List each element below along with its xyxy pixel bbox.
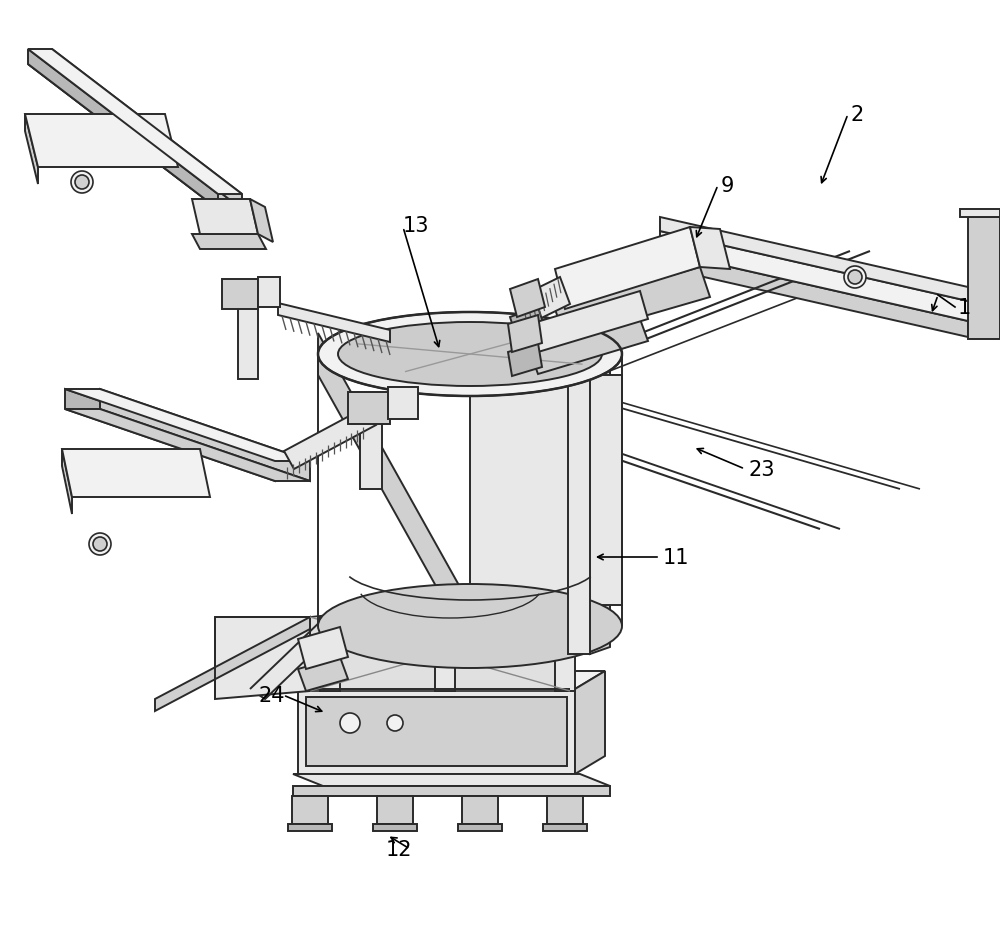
- Polygon shape: [293, 774, 610, 786]
- Polygon shape: [555, 589, 575, 691]
- Polygon shape: [508, 316, 542, 353]
- Circle shape: [89, 534, 111, 555]
- Polygon shape: [458, 824, 502, 831]
- Polygon shape: [278, 303, 390, 342]
- Polygon shape: [310, 589, 570, 691]
- Polygon shape: [238, 308, 258, 380]
- Polygon shape: [960, 210, 1000, 218]
- Polygon shape: [25, 115, 38, 185]
- Polygon shape: [530, 319, 648, 375]
- Circle shape: [75, 175, 89, 190]
- Polygon shape: [28, 50, 218, 210]
- Polygon shape: [543, 824, 587, 831]
- Circle shape: [93, 537, 107, 551]
- Text: 13: 13: [403, 216, 430, 236]
- Polygon shape: [298, 627, 348, 669]
- Text: 2: 2: [851, 105, 864, 125]
- Polygon shape: [348, 393, 390, 424]
- Polygon shape: [660, 232, 968, 322]
- Polygon shape: [258, 277, 280, 308]
- Polygon shape: [28, 65, 242, 210]
- Polygon shape: [28, 65, 242, 210]
- Polygon shape: [660, 218, 968, 302]
- Polygon shape: [293, 786, 610, 796]
- Polygon shape: [373, 824, 417, 831]
- Polygon shape: [660, 251, 968, 338]
- Polygon shape: [555, 267, 710, 340]
- Circle shape: [848, 271, 862, 285]
- Polygon shape: [288, 824, 332, 831]
- Polygon shape: [377, 796, 413, 824]
- Circle shape: [387, 715, 403, 731]
- Polygon shape: [555, 227, 700, 310]
- Polygon shape: [470, 376, 622, 605]
- Polygon shape: [968, 218, 1000, 340]
- Text: 12: 12: [386, 839, 412, 859]
- Ellipse shape: [318, 313, 622, 396]
- Polygon shape: [515, 277, 570, 327]
- Polygon shape: [292, 796, 328, 824]
- Polygon shape: [435, 617, 455, 691]
- Text: 9: 9: [721, 175, 734, 196]
- Polygon shape: [306, 697, 567, 767]
- Polygon shape: [155, 617, 310, 711]
- Polygon shape: [318, 334, 470, 648]
- Polygon shape: [320, 617, 340, 691]
- Polygon shape: [575, 671, 605, 774]
- Polygon shape: [250, 617, 340, 699]
- Polygon shape: [65, 409, 310, 482]
- Polygon shape: [222, 279, 258, 310]
- Circle shape: [71, 172, 93, 194]
- Polygon shape: [568, 354, 590, 654]
- Polygon shape: [52, 50, 242, 210]
- Text: 23: 23: [748, 459, 774, 480]
- Polygon shape: [192, 235, 266, 250]
- Polygon shape: [28, 50, 242, 195]
- Polygon shape: [250, 200, 273, 243]
- Polygon shape: [62, 449, 72, 514]
- Polygon shape: [298, 690, 575, 774]
- Polygon shape: [62, 449, 210, 497]
- Polygon shape: [388, 388, 418, 419]
- Polygon shape: [100, 390, 310, 482]
- Polygon shape: [360, 421, 382, 489]
- Polygon shape: [284, 407, 376, 470]
- Polygon shape: [298, 657, 348, 691]
- Polygon shape: [530, 291, 648, 353]
- Polygon shape: [298, 671, 605, 690]
- Text: 1: 1: [958, 298, 971, 317]
- Polygon shape: [590, 348, 610, 654]
- Polygon shape: [690, 227, 730, 270]
- Circle shape: [340, 714, 360, 733]
- Circle shape: [844, 266, 866, 289]
- Polygon shape: [65, 390, 275, 482]
- Polygon shape: [215, 617, 310, 699]
- Polygon shape: [510, 279, 545, 317]
- Polygon shape: [508, 343, 542, 377]
- Polygon shape: [65, 390, 310, 461]
- Polygon shape: [192, 200, 258, 235]
- Text: 24: 24: [259, 685, 285, 705]
- Text: 11: 11: [663, 548, 690, 567]
- Polygon shape: [510, 308, 545, 340]
- Polygon shape: [547, 796, 583, 824]
- Polygon shape: [462, 796, 498, 824]
- Ellipse shape: [338, 323, 602, 387]
- Polygon shape: [25, 115, 178, 168]
- Ellipse shape: [318, 585, 622, 668]
